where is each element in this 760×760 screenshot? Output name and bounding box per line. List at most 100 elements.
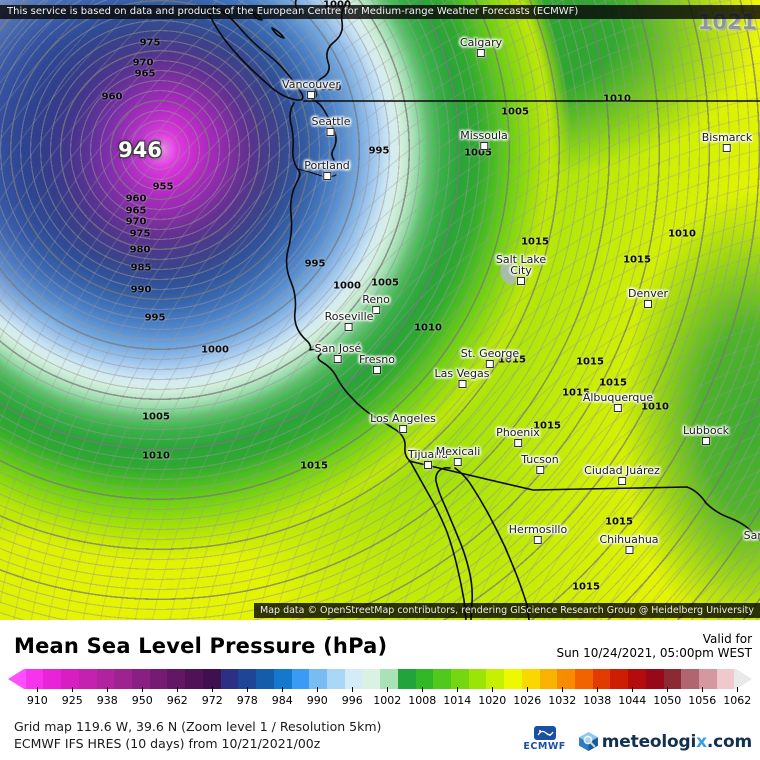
- contour-label: 1010: [668, 228, 696, 240]
- city-san-jos-[interactable]: San José: [315, 343, 361, 363]
- city-tijuana[interactable]: Tijuana: [408, 449, 448, 469]
- scale-tick-label: 950: [131, 694, 153, 707]
- scale-tick-label: 990: [306, 694, 328, 707]
- scale-tick: [317, 687, 319, 692]
- city-fresno[interactable]: Fresno: [359, 354, 395, 374]
- city-marker: [513, 439, 522, 447]
- baja-east-coast: [435, 466, 473, 620]
- page-title: Mean Sea Level Pressure (hPa): [14, 634, 388, 658]
- contour-label: 1015: [623, 254, 651, 266]
- ecmwf-logo[interactable]: ECMWF: [523, 726, 565, 752]
- city-denver[interactable]: Denver: [628, 288, 668, 308]
- pressure-field: [0, 0, 760, 620]
- contour-label: 965: [125, 205, 147, 217]
- scale-tick-label: 1008: [408, 694, 437, 707]
- city-marker: [624, 546, 633, 554]
- contour-label: 1010: [414, 322, 442, 334]
- city-los-angeles[interactable]: Los Angeles: [370, 413, 436, 433]
- scale-tick: [597, 687, 599, 692]
- city-calgary[interactable]: Calgary: [460, 37, 502, 57]
- contour-label: 975: [139, 37, 161, 49]
- city-label: Seattle: [311, 115, 351, 128]
- city-phoenix[interactable]: Phoenix: [496, 427, 540, 447]
- color-scale-cell: [557, 669, 575, 689]
- color-scale-cell: [43, 669, 61, 689]
- contour-label: 980: [129, 244, 151, 256]
- contour-label: 960: [101, 91, 123, 103]
- color-scale-cell: [486, 669, 504, 689]
- color-scale-cell: [79, 669, 97, 689]
- city-ciudad-ju-rez[interactable]: Ciudad Juárez: [584, 465, 660, 485]
- scale-tick-label: 925: [61, 694, 83, 707]
- city-marker: [643, 300, 652, 308]
- ecmwf-label: ECMWF: [523, 741, 566, 752]
- contour-label: 1000: [201, 344, 229, 356]
- city-tucson[interactable]: Tucson: [521, 454, 559, 474]
- mexico-border-line: [408, 460, 760, 541]
- city-marker: [614, 404, 622, 412]
- city-las-vegas[interactable]: Las Vegas: [435, 368, 490, 388]
- color-scale-cell: [345, 669, 363, 689]
- city-marker: [517, 277, 525, 285]
- grid-info-line: Grid map 119.6 W, 39.6 N (Zoom level 1 /…: [14, 719, 382, 734]
- contour-label: 1005: [501, 106, 529, 118]
- scale-tick-label: 1056: [688, 694, 717, 707]
- city-hermosillo[interactable]: Hermosillo: [509, 524, 567, 544]
- color-scale-cell: [540, 669, 558, 689]
- contour-label: 1005: [142, 411, 170, 423]
- map-attribution: Map data © OpenStreetMap contributors, r…: [254, 603, 760, 618]
- color-scale-cell: [327, 669, 345, 689]
- color-scale-bar: [8, 669, 752, 689]
- footer: Mean Sea Level Pressure (hPa) Valid for …: [0, 620, 760, 760]
- scale-tick: [457, 687, 459, 692]
- city-albuquerque[interactable]: Albuquerque: [583, 392, 653, 412]
- scale-tick-label: 1050: [653, 694, 682, 707]
- city-label: Hermosillo: [508, 523, 568, 536]
- city-label: Phoenix: [496, 426, 540, 439]
- scale-tick-label: 1044: [618, 694, 647, 707]
- scale-tick-label: 1062: [723, 694, 752, 707]
- contour-label: 1010: [603, 93, 631, 105]
- scale-tick-label: 1038: [583, 694, 612, 707]
- scale-tick: [632, 687, 634, 692]
- contour-label: 990: [130, 284, 152, 296]
- meteologix-logo[interactable]: meteologix.com: [578, 731, 752, 752]
- pressure-map[interactable]: 1000975970965960990995955960965970975980…: [0, 0, 760, 620]
- city-vancouver[interactable]: Vancouver: [282, 79, 340, 99]
- color-scale: 910 925 938 950 962 972 978 984 990 996 1002 1008 10…: [8, 669, 752, 711]
- color-scale-cell: [717, 669, 735, 689]
- contour-label: 1015: [572, 581, 600, 593]
- scale-tick: [142, 687, 144, 692]
- contour-label: 995: [368, 145, 390, 157]
- city-reno[interactable]: Reno: [362, 294, 390, 314]
- color-scale-cell: [699, 669, 717, 689]
- scale-tick: [282, 687, 284, 692]
- great-salt-lake: [500, 263, 516, 285]
- city-bismarck[interactable]: Bismarck: [702, 132, 752, 152]
- city-roseville[interactable]: Roseville: [325, 311, 373, 331]
- scale-tick: [562, 687, 564, 692]
- contour-label: 985: [130, 262, 152, 274]
- city-portland[interactable]: Portland: [304, 160, 350, 180]
- city-marker: [307, 91, 315, 99]
- city-label: Albuquerque: [582, 391, 654, 404]
- color-scale-cell: [167, 669, 185, 689]
- city-chihuahua[interactable]: Chihuahua: [599, 534, 659, 554]
- color-scale-cell: [433, 669, 451, 689]
- city-marker: [535, 466, 544, 474]
- contour-label: 1000: [333, 280, 361, 292]
- contour-label: 975: [129, 228, 151, 240]
- city-seattle[interactable]: Seattle: [311, 115, 351, 136]
- city-label: Vancouver: [282, 78, 340, 91]
- color-scale-cell: [469, 669, 487, 689]
- city-marker: [398, 425, 407, 433]
- city-san[interactable]: San: [744, 530, 760, 541]
- city-lubbock[interactable]: Lubbock: [683, 425, 729, 445]
- city-st-george[interactable]: St. George: [461, 348, 519, 368]
- city-missoula[interactable]: Missoula: [460, 130, 508, 150]
- city-mexicali[interactable]: Mexicali: [436, 446, 480, 466]
- color-scale-cell: [309, 669, 327, 689]
- city-salt-lake-city[interactable]: Salt Lake City: [492, 254, 550, 285]
- city-label: San: [743, 529, 760, 542]
- color-scale-cell: [150, 669, 168, 689]
